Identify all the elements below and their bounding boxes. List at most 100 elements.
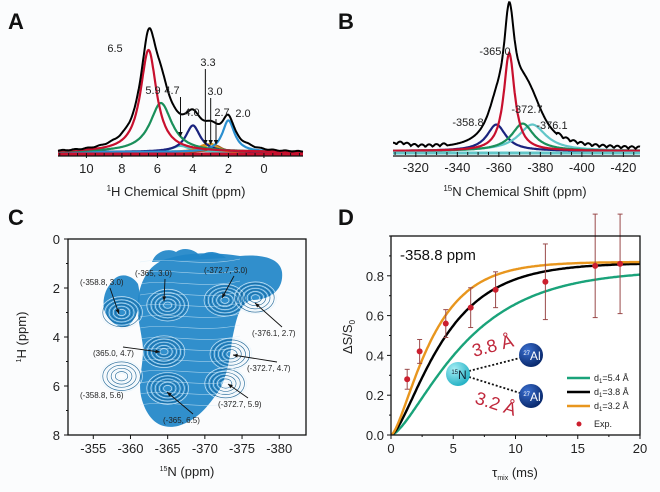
contour-ring bbox=[161, 300, 175, 311]
peak-label: 3.0 bbox=[207, 86, 222, 98]
annotation-arrow-head bbox=[162, 296, 167, 301]
panel-c-xlabel-sup: 15 bbox=[160, 466, 168, 473]
experimental-point bbox=[416, 348, 423, 355]
panel-d: D 0 5 10 15 20 0.0 0.2 0.4 0.6 0.8 -358.8 ppm bbox=[338, 205, 647, 482]
contour-ring bbox=[106, 364, 137, 388]
legend-label: d1=3.8 Å bbox=[594, 387, 629, 399]
peak-arrow-head bbox=[208, 140, 213, 145]
nitrogen-atom-icon bbox=[446, 362, 470, 386]
y-tick-label: 6 bbox=[53, 379, 60, 394]
panel-c-xlabel-main: N (ppm) bbox=[167, 464, 214, 479]
panel-b-xlabel-sup: 15 bbox=[443, 184, 452, 193]
contour-line bbox=[139, 401, 241, 406]
contour-ring bbox=[152, 377, 183, 400]
y-tick-label: 0.2 bbox=[366, 388, 384, 403]
x-tick-label: -320 bbox=[403, 160, 429, 175]
nitrogen-atom-label: 15N bbox=[451, 368, 466, 382]
peak-label: -376.1 bbox=[536, 120, 567, 132]
annotation-arrow-head bbox=[115, 309, 120, 314]
experimental-point bbox=[467, 304, 474, 311]
annotation-arrow-head bbox=[167, 392, 172, 397]
contour-ring bbox=[250, 294, 260, 302]
panel-b-letter: B bbox=[338, 9, 354, 34]
contour-ring bbox=[213, 341, 248, 368]
contour-line bbox=[139, 346, 241, 351]
peak-label: -358.8 bbox=[452, 117, 483, 129]
x-tick-label: -375 bbox=[229, 441, 255, 456]
contour-line bbox=[139, 335, 241, 340]
panel-b-xlabel: 15N Chemical Shift (ppm) bbox=[443, 184, 586, 199]
contour-envelope bbox=[152, 249, 226, 262]
bond-line-upper bbox=[468, 357, 521, 372]
annotation-arrow-head bbox=[228, 384, 233, 389]
contour-ring bbox=[209, 288, 240, 312]
panel-b-curves bbox=[393, 1, 641, 155]
panel-b-xlabel-main: N Chemical Shift (ppm) bbox=[452, 184, 586, 199]
contour-ring bbox=[215, 342, 246, 366]
contour-line bbox=[139, 357, 241, 362]
annotation-arrow-head bbox=[155, 349, 160, 354]
contour-ring bbox=[248, 292, 262, 303]
panel-a-ticks: 10 8 6 4 2 0 bbox=[59, 153, 300, 176]
contour-ring bbox=[150, 375, 185, 402]
panel-d-experimental-points bbox=[404, 213, 624, 390]
contour-ring bbox=[219, 378, 233, 389]
contour-ring bbox=[110, 304, 133, 321]
contour-ring bbox=[159, 381, 177, 396]
y-tick-label: 2 bbox=[53, 281, 60, 296]
contour-ring bbox=[221, 380, 231, 387]
contour-line bbox=[139, 390, 241, 395]
fit-curve-38 bbox=[391, 262, 640, 435]
panel-c: C -355 -360 -365 -370 -375 -380 0 2 4 6 8 (-358.8,… bbox=[8, 205, 307, 479]
x-tick-label: -380 bbox=[266, 441, 292, 456]
annotation-arrow-line bbox=[166, 391, 194, 415]
contour-ring bbox=[246, 291, 265, 305]
experimental-point bbox=[442, 320, 449, 327]
contour-ring bbox=[163, 301, 173, 309]
contour-line bbox=[139, 269, 241, 274]
contour-ring bbox=[217, 376, 235, 391]
aluminum-atom-upper-icon bbox=[519, 343, 543, 367]
x-tick-label: -340 bbox=[444, 160, 470, 175]
contour-line bbox=[139, 368, 241, 373]
panel-a-xlabel-main: H Chemical Shift (ppm) bbox=[111, 184, 245, 199]
contour-ring bbox=[100, 296, 143, 329]
peak-arrow-head bbox=[178, 132, 183, 137]
contour-ring bbox=[205, 285, 245, 315]
contour-ring bbox=[146, 338, 181, 365]
panel-d-legend: d1=5.4 Å d1=3.8 Å d1=3.2 Å Exp. bbox=[567, 373, 629, 429]
y-tick-label: 4 bbox=[53, 330, 60, 345]
panel-a-letter: A bbox=[8, 9, 24, 34]
panel-d-fit-curves bbox=[391, 260, 640, 435]
aluminum-atom-lower-label: 27Al bbox=[523, 390, 540, 404]
y-tick-label: 0.0 bbox=[366, 428, 384, 443]
contour-ring bbox=[163, 385, 173, 392]
peak-annotation: (-372.7, 4.7) bbox=[247, 364, 291, 373]
contour-ring bbox=[222, 347, 240, 361]
contour-ring bbox=[115, 371, 129, 382]
peak-annotation: (-358.8, 3.0) bbox=[80, 278, 124, 287]
x-tick-label: -365 bbox=[155, 441, 181, 456]
contour-ring bbox=[156, 380, 179, 397]
peak-label: 3.3 bbox=[200, 57, 215, 69]
panel-d-ylabel: ΔS/S0 bbox=[340, 319, 357, 354]
panel-d-ticks: 0 5 10 15 20 0.0 0.2 0.4 0.6 0.8 bbox=[366, 235, 647, 456]
y-tick-label: 0.6 bbox=[366, 309, 384, 324]
peak-label: 4.0 bbox=[184, 107, 199, 119]
contour-ring bbox=[104, 363, 139, 390]
peak-annotation: (-365, 3.0) bbox=[135, 269, 172, 278]
x-tick-label: 15 bbox=[571, 441, 585, 456]
annotation-arrow-line bbox=[232, 354, 278, 363]
contour-line bbox=[139, 291, 241, 296]
panel-c-ylabel: 1H (ppm) bbox=[14, 312, 29, 363]
bond-line-lower bbox=[468, 376, 521, 394]
contour-ring bbox=[102, 297, 141, 328]
contour-line bbox=[139, 324, 241, 329]
x-tick-label: 20 bbox=[633, 441, 647, 456]
peak-label: 2.0 bbox=[235, 108, 250, 120]
contour-ring bbox=[220, 296, 230, 304]
peak-label: -372.7 bbox=[511, 104, 542, 116]
x-tick-label: -370 bbox=[192, 441, 218, 456]
x-tick-label: 0 bbox=[387, 441, 394, 456]
